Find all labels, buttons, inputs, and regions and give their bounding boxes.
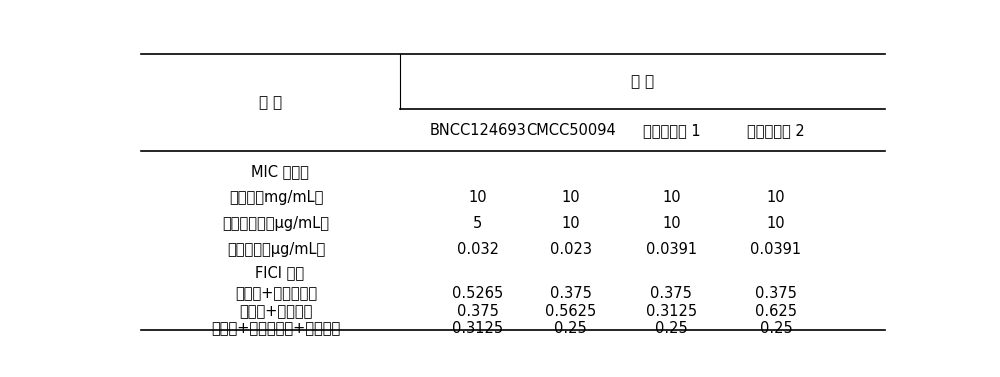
- Text: 0.3125: 0.3125: [646, 304, 697, 319]
- Text: 青蒿酸+氨苄西林钓+环丙沙星: 青蒿酸+氨苄西林钓+环丙沙星: [212, 321, 341, 336]
- Text: 环丙沙星（μg/mL）: 环丙沙星（μg/mL）: [227, 242, 325, 257]
- Text: 10: 10: [561, 216, 580, 231]
- Text: BNCC124693: BNCC124693: [429, 123, 526, 138]
- Text: 5: 5: [473, 216, 482, 231]
- Text: 0.375: 0.375: [550, 286, 592, 301]
- Text: 0.625: 0.625: [755, 304, 797, 319]
- Text: 药 物: 药 物: [259, 95, 282, 110]
- Text: 0.25: 0.25: [655, 321, 688, 336]
- Text: 0.3125: 0.3125: [452, 321, 503, 336]
- Text: 10: 10: [662, 190, 681, 205]
- Text: 青蒿酸（mg/mL）: 青蒿酸（mg/mL）: [229, 190, 323, 205]
- Text: 0.023: 0.023: [550, 242, 592, 257]
- Text: 0.375: 0.375: [650, 286, 692, 301]
- Text: MIC 値测定: MIC 値测定: [251, 164, 309, 179]
- Text: 0.25: 0.25: [554, 321, 587, 336]
- Text: 10: 10: [468, 190, 487, 205]
- Text: 临床分离株 1: 临床分离株 1: [643, 123, 700, 138]
- Text: 10: 10: [561, 190, 580, 205]
- Text: 临床分离株 2: 临床分离株 2: [747, 123, 805, 138]
- Text: 0.5625: 0.5625: [545, 304, 596, 319]
- Text: 0.375: 0.375: [755, 286, 797, 301]
- Text: 10: 10: [767, 190, 785, 205]
- Text: 10: 10: [662, 216, 681, 231]
- Text: 0.5265: 0.5265: [452, 286, 503, 301]
- Text: 0.0391: 0.0391: [750, 242, 802, 257]
- Text: 0.032: 0.032: [457, 242, 499, 257]
- Text: 青蒿酸+氨苄西林钓: 青蒿酸+氨苄西林钓: [235, 286, 317, 301]
- Text: FICI 指数: FICI 指数: [255, 266, 305, 280]
- Text: 菌 株: 菌 株: [631, 74, 654, 89]
- Text: CMCC50094: CMCC50094: [526, 123, 616, 138]
- Text: 10: 10: [767, 216, 785, 231]
- Text: 0.375: 0.375: [457, 304, 499, 319]
- Text: 青蒿酸+环丙沙星: 青蒿酸+环丙沙星: [239, 304, 313, 319]
- Text: 0.0391: 0.0391: [646, 242, 697, 257]
- Text: 氨苄西林钓（μg/mL）: 氨苄西林钓（μg/mL）: [223, 216, 330, 231]
- Text: 0.25: 0.25: [760, 321, 792, 336]
